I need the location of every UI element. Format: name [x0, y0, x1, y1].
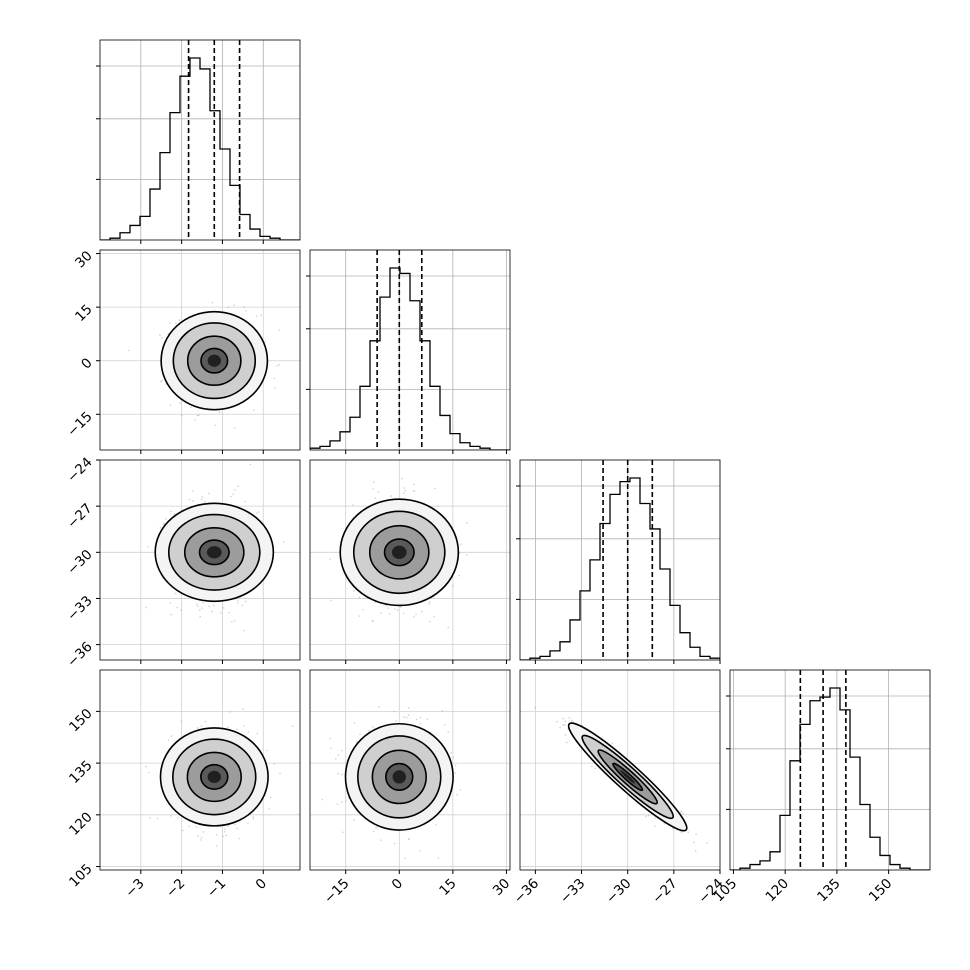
scatter-panel-1-0	[99, 249, 301, 451]
x-tick-label: 150	[866, 876, 896, 906]
hist-panel-3	[726, 669, 931, 871]
y-tick-label: −27	[64, 500, 95, 531]
contour-1	[172, 738, 257, 816]
contour-0	[567, 722, 688, 832]
x-tick-label: 135	[814, 876, 844, 906]
panel-frame	[309, 669, 511, 871]
x-tick-label: 0	[389, 876, 406, 893]
scatter-panel-3-0	[99, 669, 301, 871]
scatter-panel-2-1	[309, 459, 511, 661]
density-fill-4	[392, 770, 407, 784]
contour-2	[183, 527, 245, 578]
x-tick-label: 120	[762, 876, 792, 906]
x-tick-label: −2	[163, 876, 188, 901]
contour-2	[186, 751, 242, 803]
contour-1	[167, 513, 261, 591]
contour-0	[344, 722, 454, 831]
y-tick-label: −30	[64, 547, 95, 578]
contour-0	[159, 727, 269, 827]
histogram-step	[730, 687, 930, 870]
y-tick-label: −33	[64, 593, 95, 624]
contour-0	[339, 498, 460, 607]
panel-content	[310, 670, 510, 870]
contour-3	[200, 347, 229, 374]
panel-frame	[99, 669, 301, 871]
panel-frame	[309, 459, 511, 661]
density-fill-4	[206, 546, 222, 559]
contour-3	[198, 539, 230, 566]
x-tick-label: 0	[253, 876, 270, 893]
density-fill-4	[391, 545, 407, 559]
x-tick-label: −27	[649, 876, 680, 907]
histogram-step	[310, 267, 510, 450]
y-tick-label: −15	[64, 409, 95, 440]
contour-1	[172, 322, 257, 400]
histogram-step	[520, 477, 720, 660]
x-tick-label: 15	[436, 876, 459, 899]
scatter-panel-2-0	[99, 459, 301, 661]
scatter-panel-3-2	[519, 669, 721, 871]
hist-panel-1	[306, 249, 511, 451]
contour-3	[200, 763, 229, 790]
density-fill-4	[207, 770, 222, 784]
scatter-panel-3-1	[309, 669, 511, 871]
y-tick-label: 120	[66, 809, 96, 839]
contour-3	[383, 538, 415, 567]
x-tick-label: −15	[321, 876, 352, 907]
panel-frame	[519, 459, 721, 661]
y-tick-label: 135	[66, 757, 96, 787]
y-tick-label: −24	[64, 454, 95, 485]
x-tick-label: −30	[603, 876, 634, 907]
panel-frame	[309, 249, 511, 451]
contour-2	[186, 335, 242, 387]
panel-content	[520, 670, 720, 870]
histogram-step	[100, 57, 300, 240]
x-tick-label: −36	[511, 876, 542, 907]
contour-2	[371, 749, 427, 805]
y-tick-label: 105	[66, 861, 96, 891]
x-tick-label: −3	[122, 876, 147, 901]
panel-content	[100, 460, 300, 660]
panel-content	[310, 460, 510, 660]
density-fill-4	[207, 354, 221, 367]
y-tick-label: 0	[78, 355, 95, 372]
y-tick-label: 15	[72, 301, 95, 324]
hist-panel-0	[96, 39, 301, 241]
contour-0	[160, 310, 269, 411]
panel-frame	[729, 669, 931, 871]
contour-1	[581, 734, 675, 820]
contour-2	[597, 749, 659, 805]
panel-content	[100, 670, 300, 870]
contour-2	[368, 524, 430, 580]
contour-3	[612, 762, 644, 792]
y-tick-label: 150	[66, 706, 96, 736]
panel-frame	[99, 249, 301, 451]
y-tick-label: −36	[64, 639, 95, 670]
contour-3	[385, 762, 414, 791]
contour-0	[154, 502, 275, 603]
contour-1	[357, 735, 442, 819]
y-tick-label: 30	[72, 248, 95, 271]
panel-frame	[519, 669, 721, 871]
density-fill-4	[620, 770, 636, 784]
panel-frame	[99, 459, 301, 661]
panel-content	[100, 250, 300, 450]
x-tick-label: −33	[557, 876, 588, 907]
x-tick-label: −1	[204, 876, 229, 901]
panel-frame	[99, 39, 301, 241]
hist-panel-2	[516, 459, 721, 661]
contour-1	[352, 510, 446, 595]
